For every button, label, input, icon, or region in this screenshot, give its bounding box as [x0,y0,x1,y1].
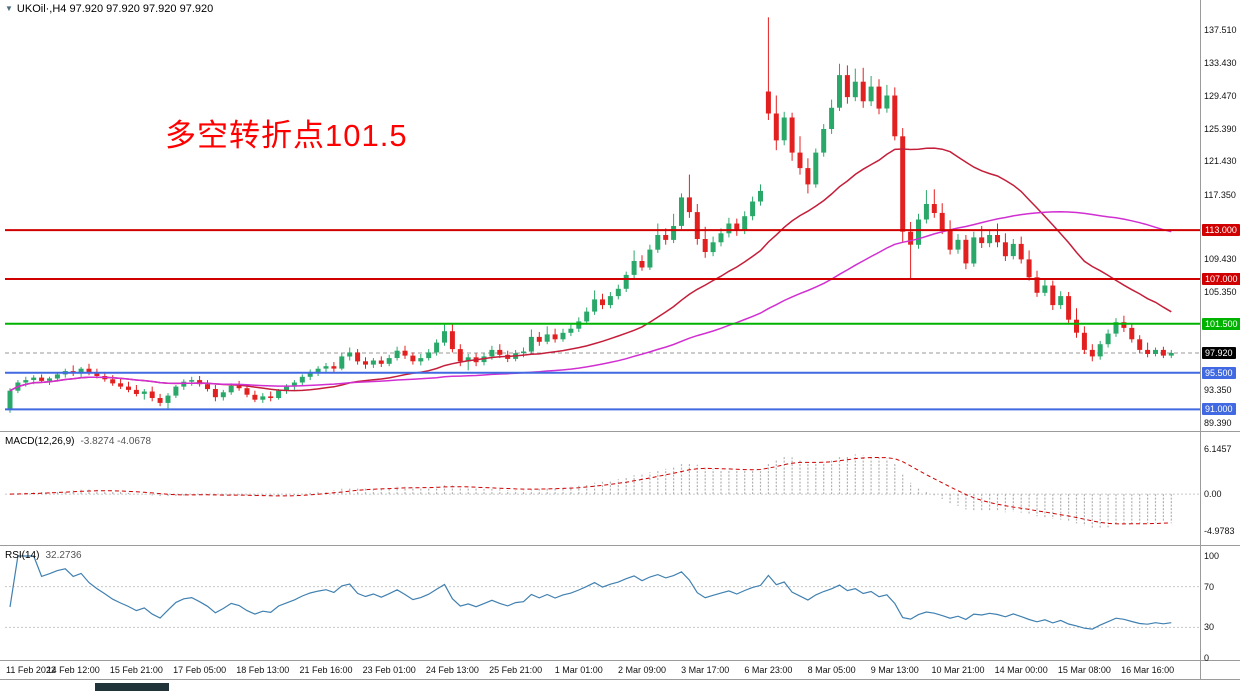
rsi-indicator-label: RSI(14) 32.2736 [5,550,82,561]
bottom-scrollbar-thumb[interactable] [95,683,169,691]
macd-signal-line [9,457,1172,525]
chart-title: ▼ UKOil·,H4 97.920 97.920 97.920 97.920 [5,3,213,15]
fast-ma-line [9,147,1172,392]
horizontal-levels[interactable] [5,229,1200,411]
slow-ma-line [9,210,1172,392]
rsi-line [9,555,1172,630]
rsi-level-lines [5,586,1200,628]
price-annotation: 多空转折点101.5 [165,118,408,153]
symbol-ohlc-label: UKOil·,H4 97.920 97.920 97.920 97.920 [16,3,214,15]
rsi-value: 32.2736 [45,550,82,561]
rsi-label-text: RSI(14) [5,550,40,561]
macd-label-text: MACD(12,26,9) [5,436,75,447]
candlesticks [7,17,1174,413]
macd-indicator-label: MACD(12,26,9) -3.8274 -4.0678 [5,436,151,447]
macd-values: -3.8274 -4.0678 [80,436,152,447]
macd-histogram [17,454,1172,529]
dropdown-arrow-icon[interactable]: ▼ [5,4,13,13]
